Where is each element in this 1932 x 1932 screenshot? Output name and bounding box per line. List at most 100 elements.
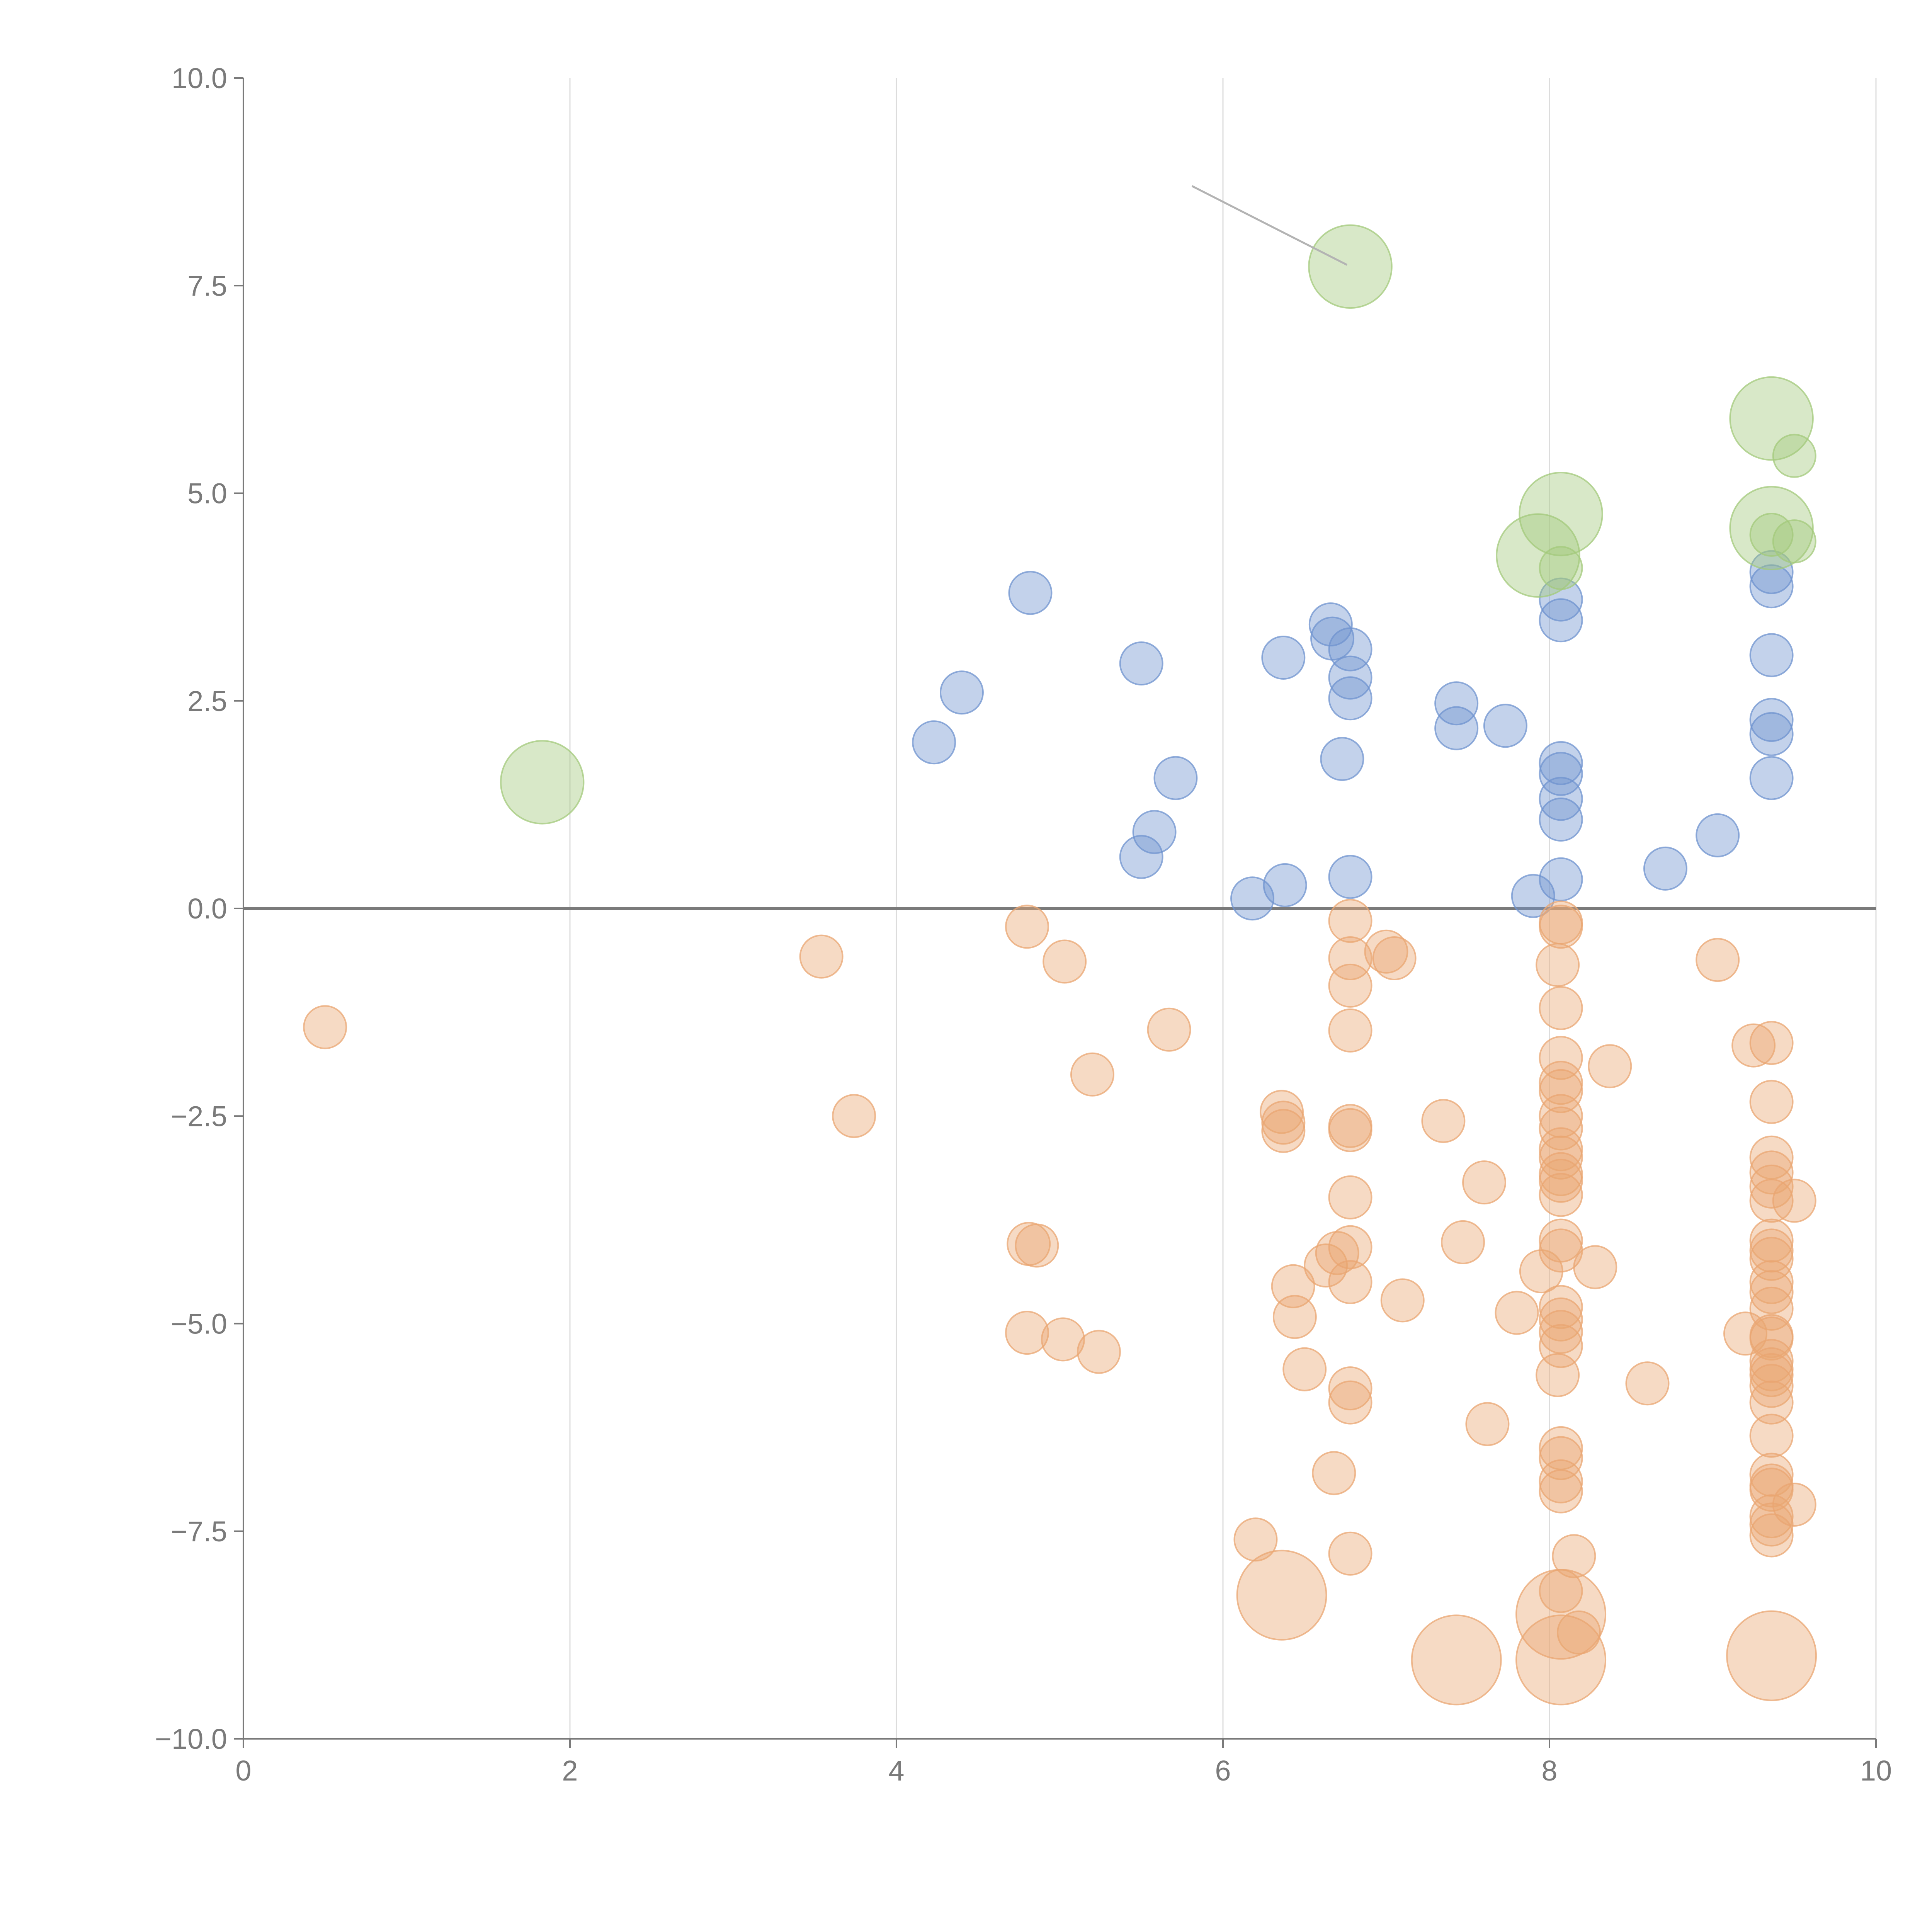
data-point: [1364, 929, 1408, 974]
data-point: [1077, 1330, 1121, 1374]
data-point: [1261, 636, 1306, 680]
data-point: [1539, 857, 1583, 901]
data-point: [1153, 756, 1198, 800]
data-point: [1749, 1316, 1794, 1361]
data-point: [1539, 598, 1583, 643]
data-point: [1749, 550, 1794, 594]
data-point: [1328, 1225, 1372, 1269]
data-point: [1328, 936, 1372, 980]
data-point: [1308, 224, 1393, 309]
data-point: [1015, 1223, 1059, 1268]
data-point: [1434, 706, 1479, 750]
data-point: [1536, 1353, 1580, 1397]
data-point: [1462, 1160, 1506, 1205]
data-point: [1539, 1469, 1583, 1514]
data-point: [1749, 698, 1794, 742]
data-point: [799, 934, 844, 979]
data-point: [1726, 1610, 1817, 1701]
data-point: [1043, 939, 1087, 984]
data-point: [1772, 1482, 1816, 1527]
data-point: [1312, 1451, 1356, 1495]
x-tick-label: 4: [888, 1755, 904, 1787]
y-tick-label: 0.0: [187, 893, 227, 925]
data-point: [500, 740, 585, 825]
data-point: [1749, 1179, 1794, 1223]
data-point: [1749, 1021, 1794, 1065]
data-point: [1539, 1285, 1583, 1329]
data-point: [1132, 810, 1177, 854]
data-point: [1320, 737, 1364, 781]
data-point: [1233, 1517, 1278, 1562]
data-point: [1119, 641, 1163, 686]
data-point: [1328, 1531, 1372, 1576]
data-point: [1372, 936, 1417, 980]
data-point: [1308, 602, 1353, 647]
data-point: [1236, 1549, 1327, 1641]
data-point: [1749, 1502, 1794, 1547]
data-point: [832, 1094, 876, 1138]
x-tick-label: 2: [562, 1755, 578, 1787]
data-point: [1749, 1080, 1794, 1124]
data-point: [1380, 1278, 1425, 1323]
data-point: [1328, 963, 1372, 1008]
data-point: [1749, 1260, 1794, 1304]
data-point: [1539, 905, 1583, 949]
data-point: [1729, 486, 1814, 571]
data-point: [1515, 1569, 1607, 1660]
data-point: [1005, 1311, 1049, 1355]
data-point: [1539, 752, 1583, 796]
data-point: [1328, 1366, 1372, 1411]
data-point: [1119, 835, 1163, 879]
data-points: [303, 224, 1817, 1706]
data-point: [1539, 741, 1583, 785]
data-point: [1260, 1090, 1304, 1134]
data-point: [1539, 1310, 1583, 1354]
data-point: [1749, 1270, 1794, 1314]
data-point: [1539, 1094, 1583, 1138]
data-point: [1411, 1614, 1502, 1706]
data-point: [940, 670, 984, 715]
data-point: [1539, 986, 1583, 1030]
data-point: [1539, 1173, 1583, 1217]
data-point: [1496, 513, 1580, 598]
x-tick-label: 6: [1215, 1755, 1231, 1787]
data-point: [1749, 1413, 1794, 1458]
data-point: [1282, 1347, 1327, 1391]
data-point: [1539, 1459, 1583, 1503]
data-point: [1539, 1069, 1583, 1113]
data-point: [1304, 1243, 1348, 1288]
data-point: [1328, 1108, 1372, 1152]
x-tick-label: 0: [235, 1755, 251, 1787]
data-point: [912, 720, 956, 765]
data-point: [1573, 1245, 1617, 1289]
data-point: [1005, 905, 1049, 949]
data-point: [1328, 676, 1372, 721]
data-point: [1749, 1380, 1794, 1425]
data-point: [1749, 1164, 1794, 1209]
y-tick-label: 10.0: [172, 62, 227, 94]
data-point: [1557, 1610, 1601, 1655]
data-point: [1643, 846, 1687, 891]
data-point: [1539, 1218, 1583, 1263]
data-point: [1749, 1452, 1794, 1497]
data-point: [1147, 1007, 1191, 1052]
data-point: [1539, 1324, 1583, 1368]
series-negative: [303, 899, 1817, 1706]
data-point: [1483, 704, 1527, 748]
data-point: [1772, 1179, 1816, 1223]
data-point: [1749, 1364, 1794, 1408]
data-point: [1263, 863, 1307, 907]
y-tick-label: −7.5: [171, 1515, 227, 1548]
data-point: [1588, 1044, 1632, 1088]
series-positive: [912, 550, 1794, 921]
data-point: [1539, 1158, 1583, 1203]
data-point: [1539, 1036, 1583, 1080]
data-point: [1328, 1260, 1372, 1304]
data-point: [1552, 1534, 1596, 1578]
data-point: [1230, 876, 1275, 921]
y-tick-label: −5.0: [171, 1308, 227, 1340]
annotation-leader-line: [1191, 185, 1348, 266]
data-point: [1749, 756, 1794, 800]
series-highlighted: [500, 224, 1816, 825]
